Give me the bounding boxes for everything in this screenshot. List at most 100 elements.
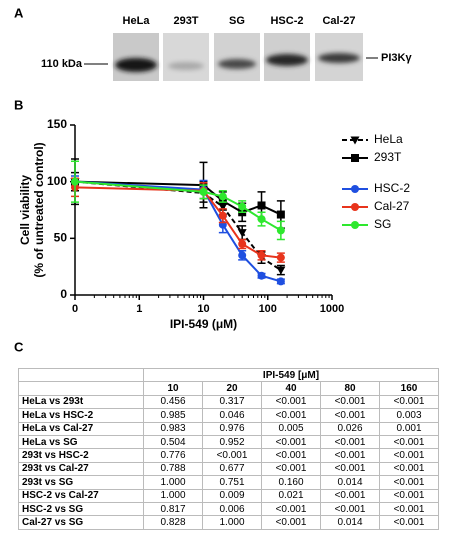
table-cell: HeLa vs 293t bbox=[18, 394, 144, 410]
table-cell: HeLa vs Cal-27 bbox=[18, 421, 144, 436]
table-cell: 0.021 bbox=[261, 488, 321, 503]
table-cell: HeLa vs SG bbox=[18, 434, 144, 450]
x-axis-label: IPI-549 (μM) bbox=[170, 317, 237, 331]
series-line bbox=[74, 180, 282, 283]
lane-label: Cal-27 bbox=[322, 15, 355, 27]
lane-label: SG bbox=[229, 15, 245, 27]
series-line bbox=[74, 180, 282, 216]
table: IPI-549 [μM] 10 20 40 80 160 HeLa vs 293t 0.456… bbox=[18, 367, 439, 530]
table-cell: 0.003 bbox=[379, 408, 439, 423]
legend-marker bbox=[351, 154, 359, 162]
table-cell: <0.001 bbox=[261, 515, 321, 530]
table-cell: <0.001 bbox=[261, 434, 321, 450]
table-cell: 0.005 bbox=[261, 421, 321, 436]
table-cell: Cal-27 vs SG bbox=[18, 515, 144, 530]
table-cell: <0.001 bbox=[320, 408, 380, 423]
blot bbox=[113, 33, 363, 81]
table-cell: <0.001 bbox=[379, 488, 439, 503]
table-row: HeLa vs Cal-27 0.983 0.976 0.005 0.026 0.001 bbox=[18, 421, 439, 436]
data-point bbox=[238, 240, 247, 248]
table-row: Cal-27 vs SG 0.828 1.000 <0.001 0.014 <0.001 bbox=[18, 515, 439, 530]
data-point bbox=[238, 202, 247, 211]
table-cell: <0.001 bbox=[261, 408, 321, 423]
data-point bbox=[238, 251, 247, 260]
table-cell: 0.026 bbox=[320, 421, 380, 436]
lane-label: 293T bbox=[173, 15, 198, 27]
table-cell: 0.788 bbox=[143, 461, 203, 477]
table-cell: <0.001 bbox=[320, 394, 380, 410]
data-point bbox=[276, 210, 285, 219]
table-cell: <0.001 bbox=[320, 501, 380, 517]
table-row: 293t vs Cal-27 0.788 0.677 <0.001 <0.001 <0.0… bbox=[18, 461, 439, 477]
table-cell: <0.001 bbox=[379, 434, 439, 450]
table-cell: 0.952 bbox=[202, 434, 262, 450]
y-tick-label: 0 bbox=[60, 287, 67, 301]
table-cell: 0.006 bbox=[202, 501, 262, 517]
table-cell: 0.817 bbox=[143, 501, 203, 517]
table-cell: 0.317 bbox=[202, 394, 262, 410]
table-cell: HSC-2 vs Cal-27 bbox=[18, 488, 144, 503]
legend-label: SG bbox=[374, 217, 391, 231]
series-line bbox=[74, 180, 282, 271]
panel-letter: A bbox=[14, 5, 24, 20]
protein-label: PI3Kγ bbox=[381, 52, 412, 64]
data-point bbox=[257, 201, 266, 210]
data-point bbox=[276, 253, 285, 262]
table-cell: <0.001 bbox=[261, 448, 321, 463]
y-tick-label: 50 bbox=[54, 231, 68, 245]
panel-letter: C bbox=[14, 339, 24, 354]
table-cell: <0.001 bbox=[379, 501, 439, 517]
table-row: HeLa vs HSC-2 0.985 0.046 <0.001 <0.001 0.003 bbox=[18, 408, 439, 423]
table-cell: 0.456 bbox=[143, 394, 203, 410]
table-cell: 293t vs HSC-2 bbox=[18, 448, 144, 463]
table-row: HSC-2 vs Cal-27 1.000 0.009 0.021 <0.001 <0.0… bbox=[18, 488, 439, 503]
legend-marker bbox=[351, 185, 359, 193]
legend-marker bbox=[351, 203, 359, 211]
x-tick-label: 1000 bbox=[320, 303, 344, 315]
figure: A HeLa 293T SG HSC-2 Cal-27 110 kDa PI3Kγ B … bbox=[14, 5, 412, 354]
chart: 0 50 100 150 0 1 10 100 1000 IPI-549 (μM) Cell via… bbox=[18, 117, 410, 331]
table-cell: 0.751 bbox=[202, 475, 262, 490]
table-row: 293t vs SG 1.000 0.751 0.160 0.014 <0.001 bbox=[18, 475, 439, 490]
table-cell: <0.001 bbox=[320, 448, 380, 463]
y-axis-label: Cell viability bbox=[18, 175, 32, 245]
table-cell: 0.677 bbox=[202, 461, 262, 477]
table-row: HeLa vs 293t 0.456 0.317 <0.001 <0.001 <0.001 bbox=[18, 394, 439, 410]
data-point bbox=[276, 226, 285, 235]
data-point bbox=[276, 277, 285, 286]
y-tick-label: 100 bbox=[47, 174, 67, 188]
table-cell: <0.001 bbox=[379, 515, 439, 530]
table-cell: 0.014 bbox=[320, 475, 380, 490]
table-row: HeLa vs SG 0.504 0.952 <0.001 <0.001 <0.001 bbox=[18, 434, 439, 450]
table-cell: 0.985 bbox=[143, 408, 203, 423]
table-row: HSC-2 vs SG 0.817 0.006 <0.001 <0.001 <0.001 bbox=[18, 501, 439, 517]
table-cell: 0.160 bbox=[261, 475, 321, 490]
marker-label: 110 kDa bbox=[41, 58, 83, 70]
data-point bbox=[257, 271, 266, 280]
x-tick-label: 10 bbox=[197, 303, 209, 315]
y-tick-label: 150 bbox=[47, 117, 67, 131]
table-cell: <0.001 bbox=[379, 448, 439, 463]
table-cell: 0.001 bbox=[379, 421, 439, 436]
legend-label: 293T bbox=[374, 150, 402, 164]
legend-label: HSC-2 bbox=[374, 181, 410, 195]
legend-label: HeLa bbox=[374, 132, 403, 146]
table-cell: 40 bbox=[261, 381, 321, 396]
table-cell: 160 bbox=[379, 381, 439, 396]
x-tick-label: 100 bbox=[259, 303, 277, 315]
table-cell: 0.009 bbox=[202, 488, 262, 503]
data-point bbox=[218, 192, 227, 201]
data-point bbox=[71, 177, 79, 186]
table-cell: 1.000 bbox=[143, 475, 203, 490]
lane-label: HeLa bbox=[123, 15, 151, 27]
table-cell: HSC-2 vs SG bbox=[18, 501, 144, 517]
table-cell: <0.001 bbox=[379, 394, 439, 410]
table-cell: <0.001 bbox=[261, 461, 321, 477]
table-cell: <0.001 bbox=[202, 448, 262, 463]
table-cell: <0.001 bbox=[320, 488, 380, 503]
table-cell: 20 bbox=[202, 381, 262, 396]
lane-label: HSC-2 bbox=[270, 15, 303, 27]
table-cell: 0.014 bbox=[320, 515, 380, 530]
table-cell: HeLa vs HSC-2 bbox=[18, 408, 144, 423]
table-cell: 1.000 bbox=[202, 515, 262, 530]
